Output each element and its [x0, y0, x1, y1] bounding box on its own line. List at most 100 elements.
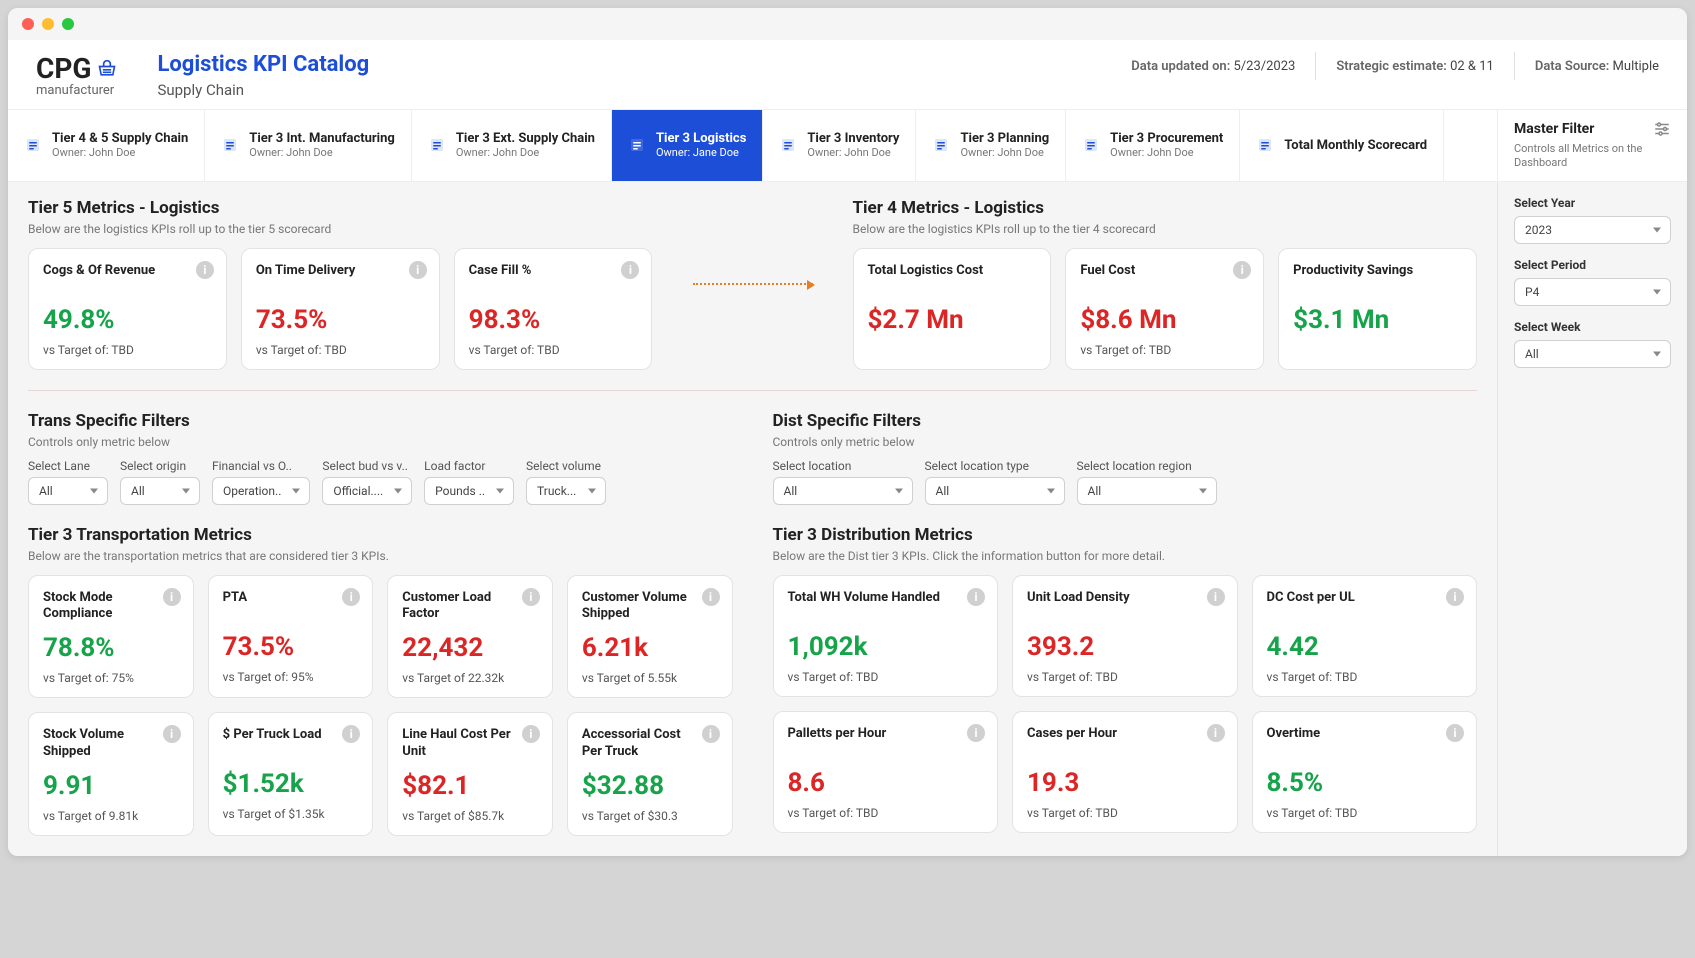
window-minimize-icon[interactable] — [42, 18, 54, 30]
filter: Select location All — [773, 459, 913, 505]
kpi-value: 73.5% — [223, 632, 359, 662]
filter-select[interactable]: Pounds .. — [424, 477, 514, 505]
info-icon[interactable]: i — [702, 725, 720, 743]
window-titlebar — [8, 8, 1687, 40]
kpi-title: Cases per Hour — [1027, 726, 1223, 758]
tab-0[interactable]: Tier 4 & 5 Supply Chain Owner: John Doe — [8, 110, 205, 181]
master-filter-sub: Controls all Metrics on the Dashboard — [1514, 142, 1671, 171]
tab-6[interactable]: Tier 3 Procurement Owner: John Doe — [1066, 110, 1240, 181]
tab-2[interactable]: Tier 3 Ext. Supply Chain Owner: John Doe — [412, 110, 612, 181]
tab-1[interactable]: Tier 3 Int. Manufacturing Owner: John Do… — [205, 110, 412, 181]
source-value: Multiple — [1613, 59, 1659, 74]
tab-icon — [428, 136, 446, 154]
kpi-title: Line Haul Cost Per Unit — [402, 727, 538, 761]
kpi-sub: vs Target of 9.81k — [43, 809, 179, 823]
info-icon[interactable]: i — [1233, 261, 1251, 279]
info-icon[interactable]: i — [163, 725, 181, 743]
filter: Load factor Pounds .. — [424, 459, 514, 505]
dist-filters-title: Dist Specific Filters — [773, 411, 1478, 431]
tabs: Tier 4 & 5 Supply Chain Owner: John Doe … — [8, 110, 1497, 181]
select-period-label: Select Period — [1514, 258, 1671, 272]
tab-owner: Owner: John Doe — [1110, 146, 1223, 159]
brand: CPG manufacturer — [36, 52, 117, 98]
trans-filters-sub: Controls only metric below — [28, 435, 733, 449]
page-title-block: Logistics KPI Catalog Supply Chain — [157, 52, 1131, 99]
select-week[interactable]: All — [1514, 340, 1671, 368]
trans-metrics-grid: i Stock Mode Compliance 78.8% vs Target … — [28, 575, 733, 837]
window-close-icon[interactable] — [22, 18, 34, 30]
tab-owner: Owner: John Doe — [807, 146, 899, 159]
filter-select[interactable]: All — [925, 477, 1065, 505]
info-icon[interactable]: i — [1446, 724, 1464, 742]
kpi-card: i Cases per Hour 19.3 vs Target of: TBD — [1012, 711, 1238, 833]
trans-metrics-title: Tier 3 Transportation Metrics — [28, 525, 733, 545]
kpi-title: Fuel Cost — [1080, 263, 1249, 295]
tab-owner: Owner: John Doe — [456, 146, 595, 159]
info-icon[interactable]: i — [196, 261, 214, 279]
info-icon[interactable]: i — [163, 588, 181, 606]
kpi-value: $1.52k — [223, 769, 359, 799]
filter: Select location region All — [1077, 459, 1217, 505]
kpi-value: $82.1 — [402, 771, 538, 801]
kpi-sub: vs Target of: TBD — [1080, 343, 1249, 357]
select-period[interactable]: P4 — [1514, 278, 1671, 306]
trans-filters-group: Select Lane AllSelect origin AllFinancia… — [28, 459, 733, 505]
filter-select[interactable]: All — [1077, 477, 1217, 505]
basket-icon — [97, 59, 117, 79]
window-maximize-icon[interactable] — [62, 18, 74, 30]
info-icon[interactable]: i — [621, 261, 639, 279]
info-icon[interactable]: i — [967, 588, 985, 606]
info-icon[interactable]: i — [1446, 588, 1464, 606]
body: Tier 5 Metrics - Logistics Below are the… — [8, 182, 1687, 857]
tab-7[interactable]: Total Monthly Scorecard — [1240, 110, 1444, 181]
tab-owner: Owner: John Doe — [960, 146, 1049, 159]
kpi-value: 393.2 — [1027, 632, 1223, 662]
kpi-sub: vs Target of: TBD — [1267, 806, 1463, 820]
info-icon[interactable]: i — [522, 588, 540, 606]
info-icon[interactable]: i — [409, 261, 427, 279]
master-filter-title: Master Filter — [1514, 121, 1594, 137]
filter: Select bud vs v.. Official.... — [322, 459, 412, 505]
tier5-sub: Below are the logistics KPIs roll up to … — [28, 222, 653, 236]
kpi-card: i On Time Delivery 73.5% vs Target of: T… — [241, 248, 440, 370]
trans-metrics-section: Tier 3 Transportation Metrics Below are … — [28, 525, 733, 837]
tier5-title: Tier 5 Metrics - Logistics — [28, 198, 653, 218]
info-icon[interactable]: i — [1207, 724, 1225, 742]
kpi-sub: vs Target of 22.32k — [402, 671, 538, 685]
dist-filters-section: Dist Specific Filters Controls only metr… — [773, 411, 1478, 505]
info-icon[interactable]: i — [342, 588, 360, 606]
kpi-card: Total Logistics Cost $2.7 Mn — [853, 248, 1052, 370]
kpi-value: $2.7 Mn — [868, 305, 1037, 335]
kpi-title: Stock Mode Compliance — [43, 590, 179, 624]
tab-3[interactable]: Tier 3 Logistics Owner: Jane Doe — [612, 110, 763, 181]
filter-select[interactable]: All — [28, 477, 108, 505]
kpi-title: Accessorial Cost Per Truck — [582, 727, 718, 761]
select-year[interactable]: 2023 — [1514, 216, 1671, 244]
kpi-card: i DC Cost per UL 4.42 vs Target of: TBD — [1252, 575, 1478, 697]
kpi-value: 49.8% — [43, 305, 212, 335]
kpi-sub: vs Target of $85.7k — [402, 809, 538, 823]
sliders-icon[interactable] — [1653, 120, 1671, 138]
filter-select[interactable]: All — [773, 477, 913, 505]
kpi-card: Productivity Savings $3.1 Mn — [1278, 248, 1477, 370]
tab-5[interactable]: Tier 3 Planning Owner: John Doe — [916, 110, 1066, 181]
filter-select[interactable]: All — [120, 477, 200, 505]
info-icon[interactable]: i — [702, 588, 720, 606]
tabs-row: Tier 4 & 5 Supply Chain Owner: John Doe … — [8, 110, 1687, 182]
filter-select[interactable]: Truck... — [526, 477, 606, 505]
info-icon[interactable]: i — [1207, 588, 1225, 606]
page-title: Logistics KPI Catalog — [157, 52, 1131, 77]
tab-4[interactable]: Tier 3 Inventory Owner: John Doe — [763, 110, 916, 181]
tab-label: Tier 3 Ext. Supply Chain — [456, 131, 595, 146]
filter-label: Select volume — [526, 459, 606, 473]
kpi-sub: vs Target of: TBD — [469, 343, 638, 357]
filter-select[interactable]: Official.... — [322, 477, 412, 505]
info-icon[interactable]: i — [967, 724, 985, 742]
kpi-title: Productivity Savings — [1293, 263, 1462, 295]
filter-label: Select bud vs v.. — [322, 459, 412, 473]
filter-select[interactable]: Operation.. — [212, 477, 310, 505]
header-meta: Data updated on: 5/23/2023 Strategic est… — [1131, 52, 1659, 80]
filter: Select location type All — [925, 459, 1065, 505]
kpi-value: 8.6 — [788, 768, 984, 798]
kpi-title: PTA — [223, 590, 359, 622]
